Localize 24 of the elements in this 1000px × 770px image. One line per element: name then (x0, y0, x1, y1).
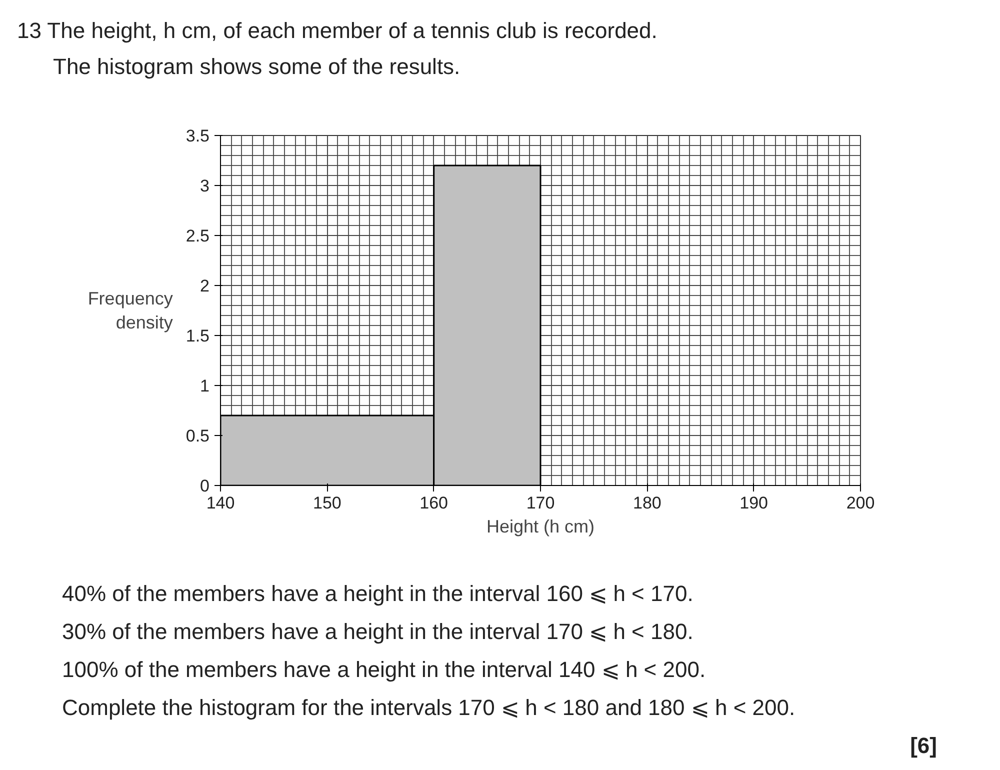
y-tick-label: 2 (200, 276, 210, 296)
x-tick-label: 140 (206, 494, 235, 512)
y-tick-label: 2.5 (186, 226, 210, 246)
text: Complete the histogram for the intervals 170 ⩽ h < 180 and 180 ⩽ h < 200. (61, 694, 796, 722)
text: 40% of the members have a height in the interval 160 ⩽ h < 170. (61, 580, 694, 608)
y-tick-label: 1.5 (186, 326, 210, 346)
y-axis-title: Frequency density (88, 288, 173, 332)
y-tick-label: 3.5 (186, 126, 210, 146)
text: 100% of the members have a height in the interval 140 ⩽ h < 200. (61, 656, 707, 684)
x-tick-label: 200 (846, 494, 875, 512)
text: [6] (909, 732, 938, 760)
y-tick-label: 0 (200, 476, 210, 496)
y-tick-label: 0.5 (186, 426, 210, 446)
x-tick-label: 150 (312, 494, 342, 512)
y-tick-label: 1 (200, 376, 210, 396)
x-tick-label: 160 (420, 494, 448, 512)
chart-title: 13 The height, h cm, of each member of a tennis club is recorded. (17, 18, 658, 43)
text: 30% of the members have a height in the interval 170 ⩽ h < 180. (61, 618, 694, 646)
chart-subtitle: The histogram shows some of the results. (52, 54, 460, 79)
x-tick-label: 190 (740, 494, 768, 512)
y-tick-label: 3 (200, 176, 210, 196)
x-tick-label: 170 (526, 494, 555, 512)
x-tick-label: 180 (632, 494, 662, 512)
x-axis-title: Height (h cm) (486, 516, 595, 536)
